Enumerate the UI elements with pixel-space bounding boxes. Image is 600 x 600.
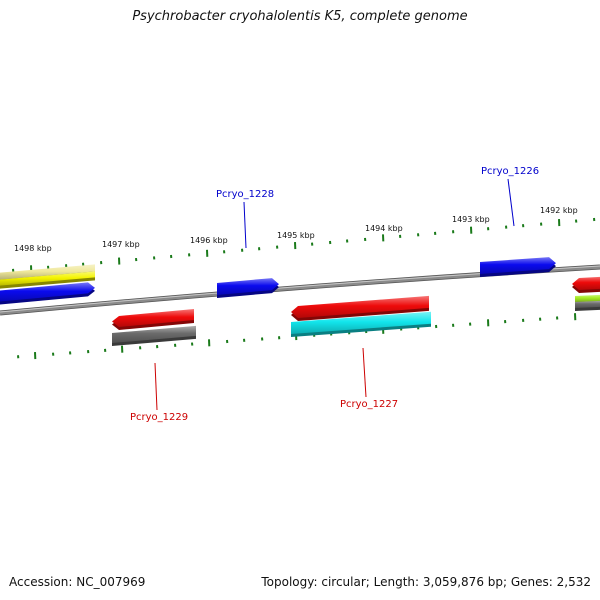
accession-text: Accession: NC_007969 bbox=[9, 575, 146, 589]
feature-face bbox=[0, 282, 95, 302]
feature-face bbox=[112, 325, 196, 343]
feature-face bbox=[217, 278, 279, 295]
feature-gray-right bbox=[575, 300, 600, 311]
callout-line bbox=[243, 201, 247, 249]
scale-label: 1496 kbp bbox=[190, 236, 228, 245]
scale-label: 1498 kbp bbox=[14, 244, 52, 253]
feature-face bbox=[0, 271, 95, 286]
callout-line bbox=[154, 362, 158, 411]
feature-red-right bbox=[572, 276, 600, 293]
feature-face bbox=[575, 294, 600, 302]
gene-label: Pcryo_1227 bbox=[340, 399, 398, 410]
scale-label: 1497 kbp bbox=[102, 240, 140, 249]
feature-face bbox=[480, 257, 556, 274]
feature-pcryo-1229 bbox=[112, 309, 194, 330]
feature-gray bbox=[112, 325, 196, 346]
feature-face bbox=[0, 264, 95, 280]
feature-pcryo-1228 bbox=[217, 278, 279, 298]
feature-face bbox=[291, 311, 431, 334]
feature-face bbox=[291, 295, 429, 318]
genome-summary-text: Topology: circular; Length: 3,059,876 bp… bbox=[261, 575, 591, 589]
gene-label: Pcryo_1229 bbox=[130, 412, 188, 423]
gene-label: Pcryo_1228 bbox=[216, 189, 274, 200]
scale-label: 1495 kbp bbox=[277, 231, 315, 240]
feature-face bbox=[112, 309, 194, 327]
callout-line bbox=[362, 347, 367, 398]
feature-face bbox=[575, 300, 600, 308]
gene-features bbox=[0, 257, 600, 346]
scale-label: 1493 kbp bbox=[452, 215, 490, 224]
feature-pcryo-1226 bbox=[480, 257, 556, 277]
feature-pcryo-1227 bbox=[291, 295, 429, 321]
feature-cyan bbox=[291, 311, 431, 337]
scale-labels: 1498 kbp 1497 kbp 1496 kbp 1495 kbp 1494 kbp… bbox=[14, 206, 578, 253]
feature-face bbox=[572, 276, 600, 290]
outer-scale-ticks bbox=[12, 217, 596, 273]
gene-callouts: Pcryo_1228 Pcryo_1226 Pcryo_1229 Pcryo_1227 bbox=[130, 166, 539, 423]
feature-blue-left bbox=[0, 282, 95, 305]
gene-label: Pcryo_1226 bbox=[481, 166, 539, 177]
callout-line bbox=[507, 178, 515, 227]
feature-yellow bbox=[0, 271, 95, 289]
inner-scale-ticks bbox=[17, 313, 577, 360]
map-title: Psychrobacter cryohalolentis K5, complet… bbox=[132, 9, 468, 24]
scale-label: 1492 kbp bbox=[540, 206, 578, 215]
scale-label: 1494 kbp bbox=[365, 224, 403, 233]
